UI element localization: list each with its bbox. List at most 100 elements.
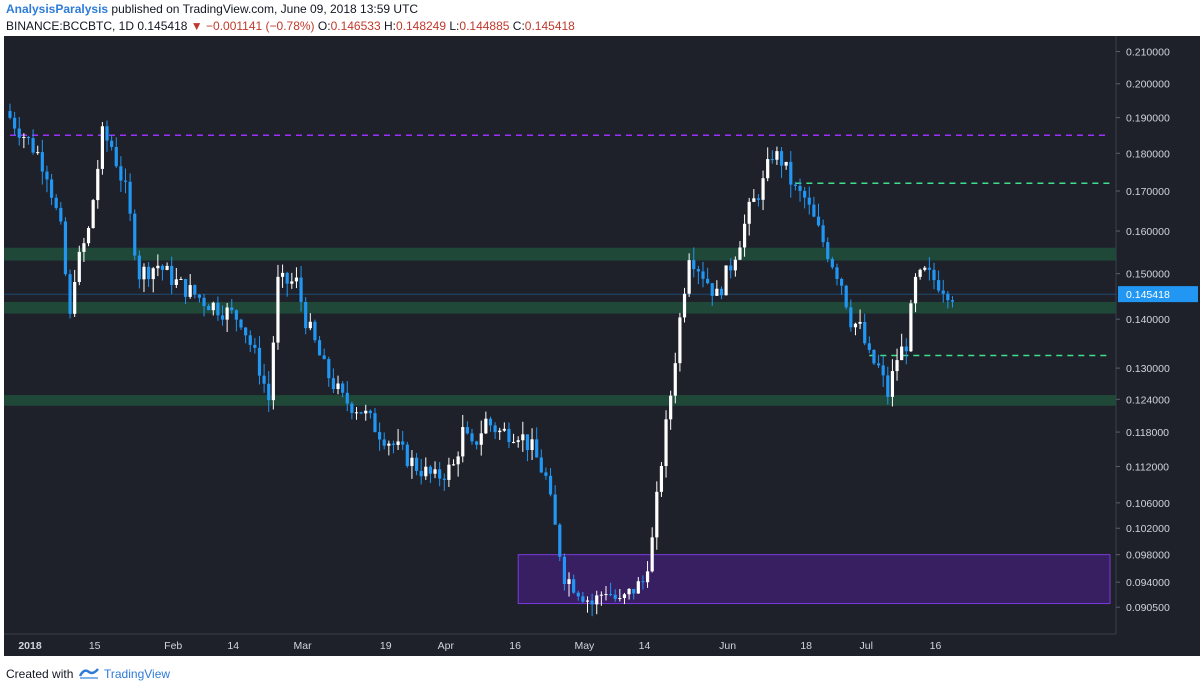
x-tick-label: 19: [380, 640, 392, 652]
ohlc-line: BINANCE:BCCBTC, 1D 0.145418 ▼ −0.001141 …: [6, 19, 575, 33]
candle-body: [86, 228, 91, 244]
last-price-tag: [1118, 286, 1198, 303]
candle-body: [447, 464, 451, 480]
down-arrow-icon: ▼: [190, 19, 203, 33]
candle-body: [900, 346, 904, 361]
candle-body: [599, 594, 603, 596]
candle-body: [225, 307, 229, 320]
created-with-label: Created with: [6, 667, 74, 681]
candle-body: [927, 267, 931, 270]
candle-body: [752, 198, 756, 202]
candle-body: [618, 598, 622, 600]
candle-body: [82, 243, 86, 252]
candle-body: [382, 439, 386, 446]
candle-body: [535, 439, 539, 458]
candle-body: [918, 269, 922, 277]
candle-body: [331, 378, 335, 390]
open-value: 0.146533: [330, 19, 381, 33]
y-tick-label: 0.140000: [1126, 314, 1170, 326]
chart-footer: Created with TradingView: [0, 656, 1200, 689]
candle-body: [294, 277, 299, 282]
chart-area[interactable]: 0.210000 0.200000 0.190000 0.180000 0.170000…: [4, 36, 1200, 656]
candle-body: [110, 140, 114, 147]
last-price-tag-label: 0.145418: [1126, 289, 1170, 301]
low-value: 0.144885: [459, 19, 510, 33]
candle-body: [470, 433, 474, 442]
x-tick-label: 14: [227, 640, 239, 652]
candle-body: [290, 281, 294, 284]
candle-body: [678, 317, 682, 364]
candle-body: [40, 152, 44, 172]
candle-body: [572, 579, 576, 593]
candle-body: [715, 288, 719, 296]
candle-body: [327, 359, 331, 379]
candle-body: [165, 265, 169, 270]
candle-body: [179, 279, 183, 281]
candle-body: [160, 265, 165, 270]
candle-body: [641, 581, 645, 583]
candle-body: [123, 180, 128, 182]
candle-body: [853, 323, 858, 328]
candle-body: [909, 303, 913, 352]
candle-body: [733, 259, 737, 271]
candle-body: [590, 600, 594, 605]
last-price: 0.145418: [137, 19, 188, 33]
candle-body: [844, 285, 848, 308]
candle-body: [36, 152, 40, 154]
y-tick-label: 0.170000: [1126, 186, 1170, 198]
candlestick-chart[interactable]: 0.210000 0.200000 0.190000 0.180000 0.170000…: [4, 36, 1200, 656]
candle-body: [133, 213, 137, 256]
high-label: H:: [383, 19, 396, 33]
candle-body: [650, 537, 654, 572]
y-tick-label: 0.118000: [1126, 427, 1169, 439]
candle-body: [13, 117, 17, 129]
candle-body: [544, 472, 548, 476]
x-tick-label: 16: [509, 640, 521, 652]
tradingview-brand[interactable]: TradingView: [104, 667, 171, 681]
price-change: −0.001141 (−0.78%): [206, 19, 315, 33]
candle-body: [701, 271, 705, 279]
candle-body: [484, 418, 488, 434]
candle-body: [710, 283, 714, 296]
author-name[interactable]: AnalysisParalysis: [6, 2, 109, 16]
candle-body: [761, 178, 765, 200]
candle-body: [872, 349, 876, 364]
candle-body: [816, 216, 821, 226]
y-tick-label: 0.190000: [1126, 113, 1170, 125]
candle-body: [401, 441, 405, 445]
candle-body: [197, 294, 202, 298]
candle-body: [613, 594, 617, 599]
candle-body: [923, 267, 927, 270]
candle-body: [521, 434, 525, 441]
candle-body: [840, 278, 844, 286]
candle-body: [562, 556, 566, 585]
candle-body: [636, 581, 640, 594]
candle-body: [31, 138, 35, 153]
candle-body: [525, 434, 530, 451]
candle-body: [742, 223, 747, 248]
candle-body: [280, 272, 285, 277]
candle-body: [585, 600, 590, 602]
candle-body: [835, 267, 839, 279]
candle-body: [789, 161, 793, 185]
candle-body: [747, 201, 751, 224]
candle-body: [350, 403, 354, 413]
candle-body: [253, 344, 257, 348]
candle-body: [451, 464, 456, 466]
candle-body: [622, 594, 627, 599]
candle-body: [22, 136, 26, 138]
candle-body: [234, 310, 238, 320]
candle-body: [706, 278, 710, 284]
candle-body: [548, 475, 553, 495]
candle-body: [941, 290, 945, 294]
candle-body: [595, 595, 599, 605]
candle-body: [863, 321, 867, 344]
candle-body: [59, 207, 63, 222]
candle-body: [937, 280, 941, 291]
candle-body: [673, 363, 677, 396]
candle-body: [645, 571, 650, 583]
candle-body: [424, 466, 428, 477]
candle-body: [410, 457, 414, 467]
candle-body: [719, 288, 724, 296]
x-tick-label: 15: [89, 640, 101, 652]
